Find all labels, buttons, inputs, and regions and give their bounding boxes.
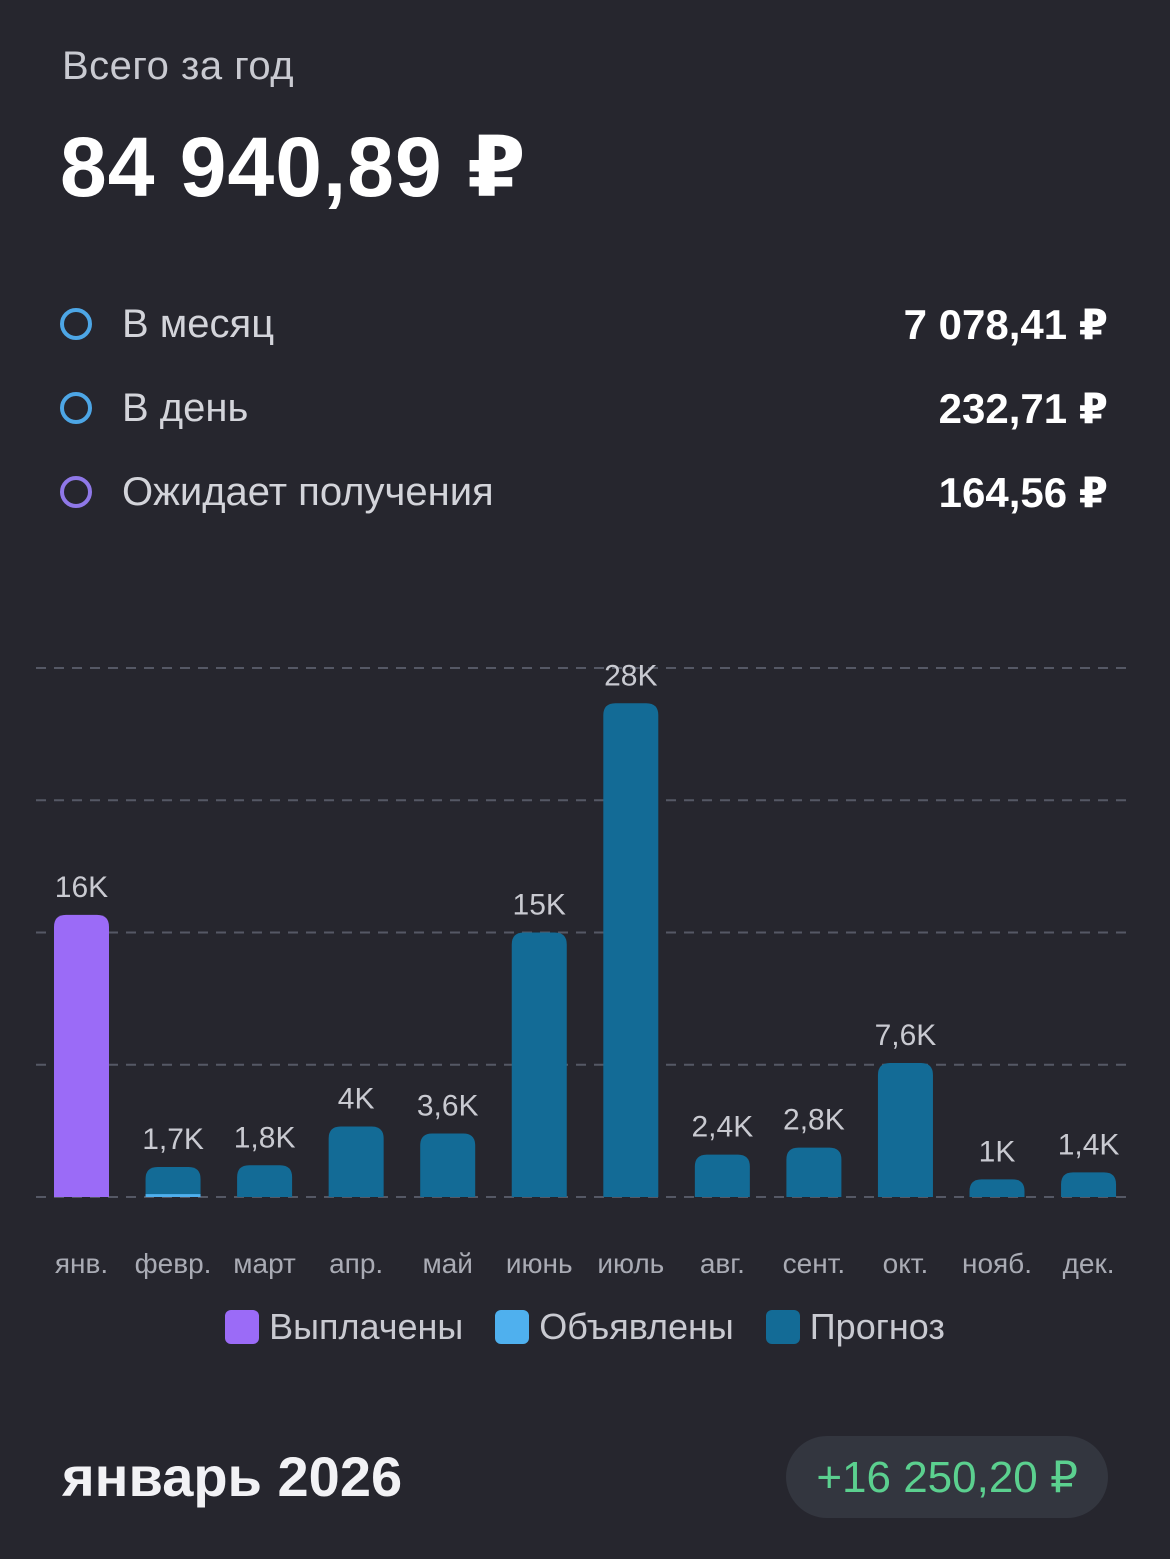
bar-segment [54, 914, 109, 1197]
stats-list: В месяц 7 078,41 ₽ В день 232,71 ₽ Ожида… [60, 282, 1110, 534]
bar-11[interactable] [1061, 1172, 1117, 1197]
legend-swatch-paid [225, 1310, 260, 1344]
bar-9[interactable] [877, 1062, 933, 1197]
bar-value-label: 3,6K [417, 1090, 479, 1123]
blue-ring-icon [60, 392, 92, 424]
legend-swatch-forecast [765, 1310, 800, 1344]
bar-segment [786, 1147, 842, 1197]
bar-0[interactable] [54, 914, 109, 1197]
x-tick-label: июль [597, 1248, 664, 1279]
legend-label-announced: Объявлены [539, 1306, 734, 1347]
bar-7[interactable] [694, 1154, 750, 1197]
bar-1[interactable] [145, 1167, 201, 1197]
x-tick-label: март [233, 1248, 296, 1279]
bar-2[interactable] [237, 1165, 293, 1197]
bar-5[interactable] [511, 932, 567, 1198]
bar-segment [603, 703, 659, 1197]
blue-ring-icon [60, 308, 92, 340]
bar-segment [237, 1165, 293, 1197]
x-tick-label: нояб. [962, 1248, 1032, 1279]
bar-value-label: 1K [979, 1135, 1016, 1168]
x-tick-label: окт. [883, 1248, 929, 1279]
bar-segment [694, 1154, 750, 1197]
chart-legend: Выплачены Объявлены Прогноз [0, 1306, 1170, 1348]
month-section-title: январь 2026 [62, 1445, 403, 1508]
stat-per-month-value: 7 078,41 ₽ [903, 300, 1108, 348]
bar-segment [511, 932, 567, 1197]
legend-item-announced[interactable]: Объявлены [495, 1306, 734, 1348]
bar-4[interactable] [420, 1133, 476, 1197]
stat-pending-label: Ожидает получения [122, 469, 494, 514]
stat-per-month-label: В месяц [122, 301, 275, 346]
bar-8[interactable] [786, 1147, 842, 1197]
bar-value-label: 1,4K [1058, 1128, 1120, 1161]
x-tick-label: дек. [1063, 1248, 1115, 1279]
bar-value-label: 1,7K [142, 1123, 204, 1156]
x-tick-label: авг. [700, 1248, 745, 1279]
purple-ring-icon [60, 476, 92, 508]
x-tick-label: май [422, 1248, 472, 1279]
bar-value-label: 1,8K [234, 1121, 296, 1154]
bar-value-label: 4K [338, 1082, 375, 1115]
month-total-badge[interactable]: +16 250,20 ₽ [786, 1436, 1108, 1518]
bar-segment [969, 1179, 1025, 1197]
bar-segment [877, 1062, 933, 1197]
stat-pending-value: 164,56 ₽ [938, 468, 1108, 516]
x-tick-label: янв. [55, 1248, 108, 1279]
bar-3[interactable] [328, 1126, 384, 1197]
legend-swatch-announced [495, 1310, 530, 1344]
total-year-label: Всего за год [62, 44, 295, 88]
total-year-value: 84 940,89 ₽ [60, 120, 527, 214]
bar-segment [145, 1194, 201, 1197]
month-total-value: +16 250,20 ₽ [816, 1452, 1078, 1502]
bar-segment [328, 1126, 384, 1197]
x-tick-label: сент. [783, 1248, 846, 1279]
legend-label-forecast: Прогноз [809, 1306, 945, 1347]
stat-per-day-label: В день [122, 385, 249, 430]
stat-per-day-value: 232,71 ₽ [938, 384, 1108, 432]
bar-10[interactable] [969, 1179, 1025, 1197]
bar-value-label: 7,6K [875, 1019, 937, 1052]
stat-per-day: В день 232,71 ₽ [60, 366, 1110, 450]
x-tick-label: февр. [135, 1248, 212, 1279]
bar-value-label: 16K [55, 871, 108, 904]
bar-6[interactable] [603, 703, 659, 1197]
bar-value-label: 28K [604, 659, 657, 692]
bar-value-label: 2,4K [691, 1111, 753, 1144]
bar-value-label: 2,8K [783, 1104, 845, 1137]
stat-pending: Ожидает получения 164,56 ₽ [60, 450, 1110, 534]
bar-segment [145, 1167, 201, 1197]
legend-item-paid[interactable]: Выплачены [225, 1306, 463, 1348]
bar-segment [1061, 1172, 1117, 1197]
legend-item-forecast[interactable]: Прогноз [765, 1306, 945, 1348]
legend-label-paid: Выплачены [269, 1306, 464, 1347]
x-tick-label: июнь [506, 1248, 573, 1279]
bar-segment [420, 1133, 476, 1197]
x-tick-label: апр. [329, 1248, 383, 1279]
bar-value-label: 15K [513, 889, 566, 922]
dividends-bar-chart: 16K янв. 1,7K февр. 1,8K март 4K апр. 3,6K май 15K… [36, 659, 1130, 1279]
stat-per-month: В месяц 7 078,41 ₽ [60, 282, 1110, 366]
